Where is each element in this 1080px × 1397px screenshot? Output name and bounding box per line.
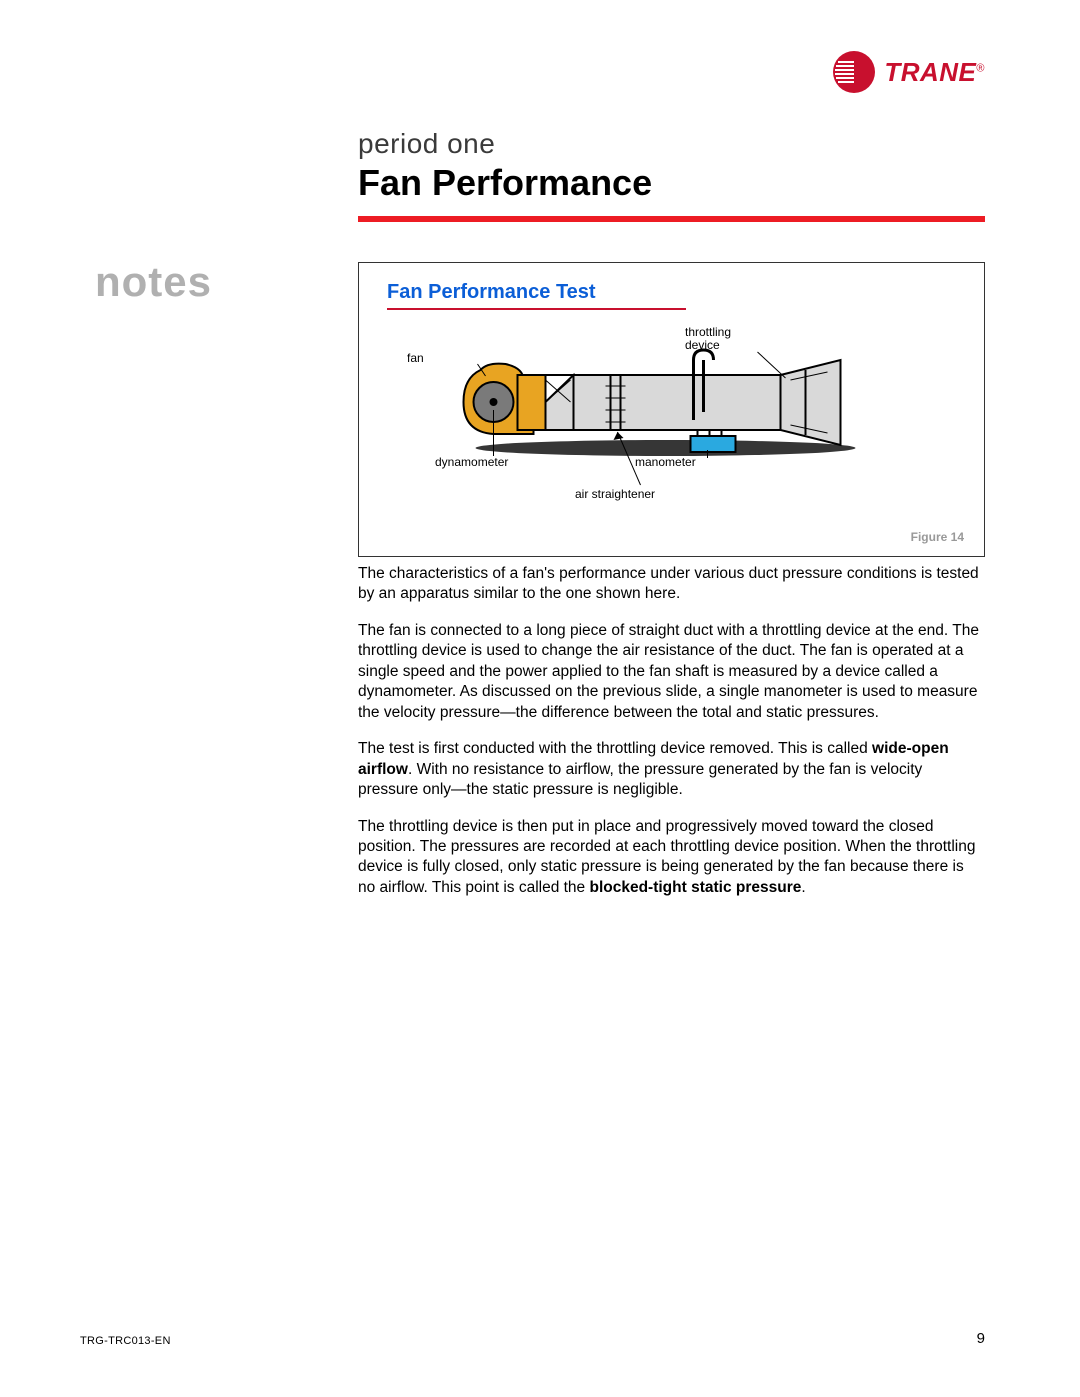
header-rule [358,216,985,222]
diagram-svg [387,320,964,530]
page-number: 9 [977,1330,985,1347]
para-4: The throttling device is then put in pla… [358,817,985,899]
page-title: Fan Performance [358,162,985,204]
label-manometer: manometer [635,456,696,469]
brand-logo: TRANE® [832,50,985,94]
fan-test-diagram: throttling device fan dynamometer manome… [387,320,964,530]
trane-ball-icon [832,50,876,94]
label-air-straightener: air straightener [575,488,655,501]
body-copy: The characteristics of a fan's performan… [358,564,985,914]
figure-14: Fan Performance Test throttling device f… [358,262,985,557]
notes-sidebar-label: notes [95,258,212,306]
para-2: The fan is connected to a long piece of … [358,621,985,723]
figure-title: Fan Performance Test [387,281,686,310]
label-dynamometer: dynamometer [435,456,508,469]
figure-caption: Figure 14 [387,530,964,544]
period-label: period one [358,128,985,160]
para-1: The characteristics of a fan's performan… [358,564,985,605]
para-3: The test is first conducted with the thr… [358,739,985,800]
page-header: period one Fan Performance [358,128,985,222]
label-throttling: throttling device [685,326,731,352]
doc-id: TRG-TRC013-EN [80,1335,171,1347]
brand-name: TRANE® [884,57,985,88]
label-fan: fan [407,352,424,365]
